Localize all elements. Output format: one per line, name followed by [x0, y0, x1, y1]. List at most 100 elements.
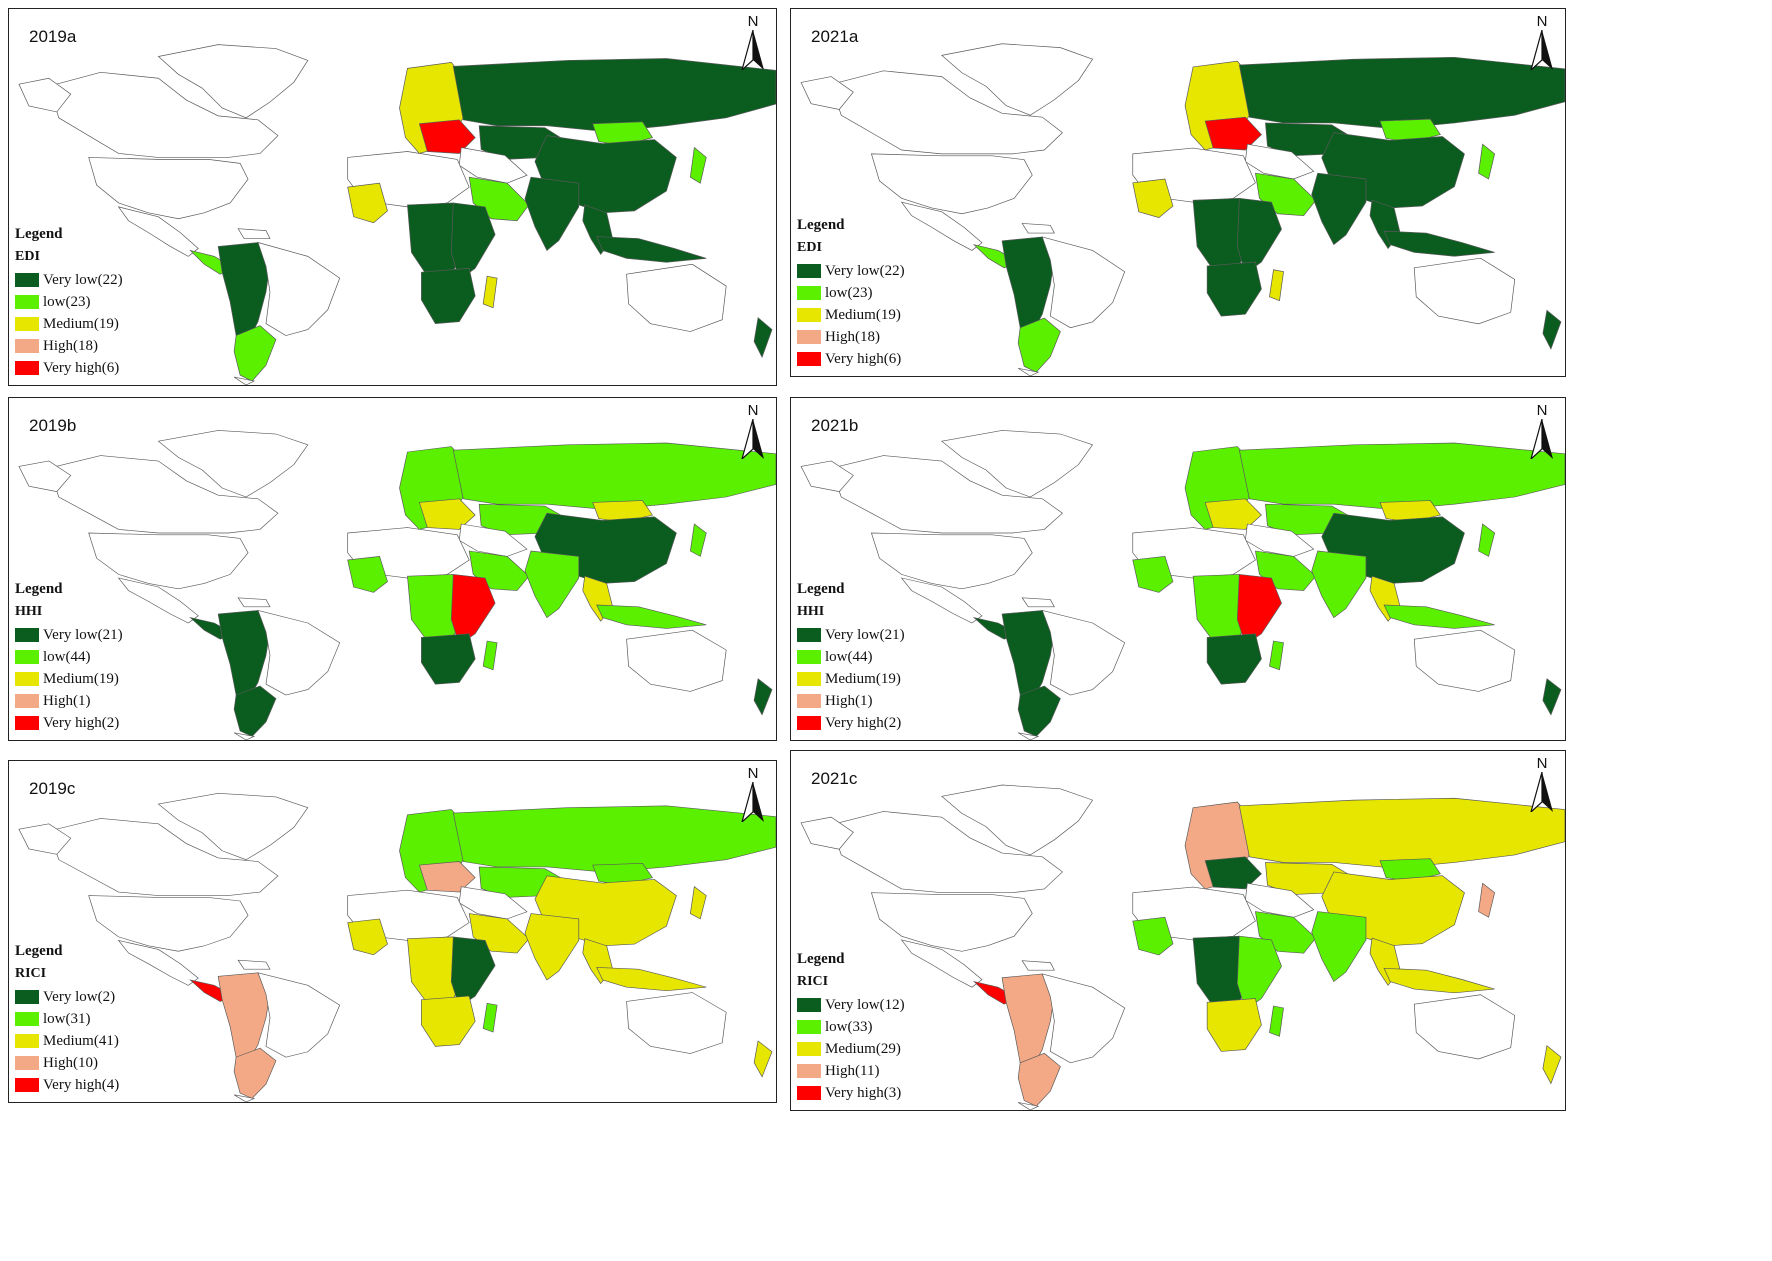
region-indonesia — [596, 236, 707, 263]
region-samSouth — [1017, 685, 1061, 737]
legend-label: Very high(2) — [43, 714, 120, 731]
region-westAf — [1132, 916, 1174, 956]
legend-swatch — [797, 352, 821, 366]
region-samSouth — [233, 685, 277, 737]
region-japan — [1478, 523, 1496, 557]
region-madagascar — [1269, 269, 1284, 302]
map-panel-2019a: 2019a N Legend EDI Very low(22) low(23) Medium… — [8, 8, 777, 386]
map-legend: Legend HHI Very low(21) low(44) Medium(19) Hi… — [15, 581, 123, 734]
legend-label: Medium(41) — [43, 1032, 119, 1049]
legend-title: Legend — [15, 581, 63, 597]
region-eastAf — [450, 202, 496, 281]
region-canada — [48, 818, 279, 896]
legend-item: Medium(19) — [797, 304, 905, 326]
legend-label: High(10) — [43, 1054, 98, 1071]
region-russia — [452, 805, 776, 873]
north-arrow-icon: N — [1527, 13, 1557, 73]
region-alaska — [800, 816, 854, 850]
panel-title: 2019b — [29, 416, 77, 435]
legend-label: Very low(22) — [43, 271, 123, 288]
legend-index-name: HHI — [15, 604, 43, 619]
region-usa — [88, 532, 249, 590]
region-india — [524, 550, 580, 619]
region-india — [524, 913, 580, 981]
legend-swatch — [797, 264, 821, 278]
region-japan — [1478, 143, 1496, 180]
region-usa — [870, 153, 1033, 215]
region-india — [1311, 550, 1367, 619]
legend-item: Very low(2) — [15, 986, 119, 1008]
region-mexico — [117, 206, 199, 257]
region-samEast — [1041, 973, 1126, 1064]
region-indonesia — [596, 967, 707, 992]
map-legend: Legend HHI Very low(21) low(44) Medium(19) Hi… — [797, 581, 905, 734]
legend-label: low(23) — [825, 284, 873, 301]
legend-label: Very low(2) — [43, 988, 116, 1005]
region-russia — [452, 58, 776, 133]
panel-title: 2019a — [29, 27, 77, 46]
map-legend: Legend RICI Very low(2) low(31) Medium(41) Hi… — [15, 943, 119, 1096]
legend-item: Very low(21) — [15, 624, 123, 646]
region-antarcticaTip — [1017, 367, 1040, 376]
region-australia — [1413, 994, 1516, 1060]
region-usa — [88, 157, 249, 220]
region-antarcticaTip — [233, 732, 256, 740]
region-nz — [753, 317, 773, 359]
region-japan — [689, 146, 707, 184]
legend-swatch — [15, 716, 39, 730]
panel-title: 2019c — [29, 779, 76, 798]
north-label: N — [747, 13, 759, 30]
region-samWest — [1001, 610, 1055, 701]
legend-item: Medium(29) — [797, 1038, 905, 1060]
region-southAf — [1206, 633, 1262, 685]
region-japan — [1478, 882, 1496, 918]
region-usa — [88, 895, 249, 952]
region-southAf — [421, 267, 476, 325]
region-alaska — [18, 460, 72, 492]
region-eastEU — [1204, 498, 1262, 530]
legend-label: Very high(4) — [43, 1076, 120, 1093]
region-samEast — [257, 609, 341, 696]
legend-item: Very high(3) — [797, 1082, 905, 1104]
region-indonesia — [596, 604, 707, 629]
region-canada — [48, 455, 279, 534]
region-samEast — [1041, 609, 1126, 696]
north-label: N — [747, 402, 759, 419]
legend-item: Very high(4) — [15, 1074, 119, 1096]
region-antarcticaTip — [233, 376, 256, 385]
region-caribbean — [1021, 960, 1055, 971]
north-arrow-icon: N — [1527, 755, 1557, 815]
legend-swatch — [15, 339, 39, 353]
legend-item: High(18) — [15, 335, 123, 357]
region-nz — [1542, 1045, 1562, 1085]
region-canada — [830, 70, 1063, 155]
region-japan — [689, 886, 707, 920]
region-mexico — [117, 577, 199, 624]
region-alaska — [800, 460, 854, 492]
region-samWest — [217, 610, 271, 701]
region-caribbean — [237, 959, 271, 970]
region-samSouth — [233, 1047, 277, 1099]
region-india — [1311, 911, 1367, 983]
legend-swatch — [15, 317, 39, 331]
region-samWest — [1001, 973, 1055, 1069]
region-mexico — [900, 577, 983, 624]
world-map — [800, 784, 1565, 1110]
region-westAf — [1132, 556, 1174, 593]
panel-title: 2021b — [811, 416, 859, 435]
region-samSouth — [1017, 1052, 1061, 1107]
region-canada — [48, 71, 279, 158]
legend-label: Very high(3) — [825, 1084, 902, 1101]
legend-swatch — [797, 998, 821, 1012]
legend-swatch — [797, 694, 821, 708]
legend-swatch — [15, 1012, 39, 1026]
region-india — [1311, 172, 1367, 246]
map-panel-2021a: 2021a N Legend EDI Very low(22) low(23) Medium… — [790, 8, 1566, 377]
legend-swatch — [797, 1086, 821, 1100]
region-russia — [1238, 56, 1565, 130]
region-samWest — [217, 242, 271, 342]
legend-swatch — [797, 330, 821, 344]
region-eastEU — [1204, 116, 1262, 151]
legend-item: High(18) — [797, 326, 905, 348]
legend-label: High(18) — [825, 328, 880, 345]
